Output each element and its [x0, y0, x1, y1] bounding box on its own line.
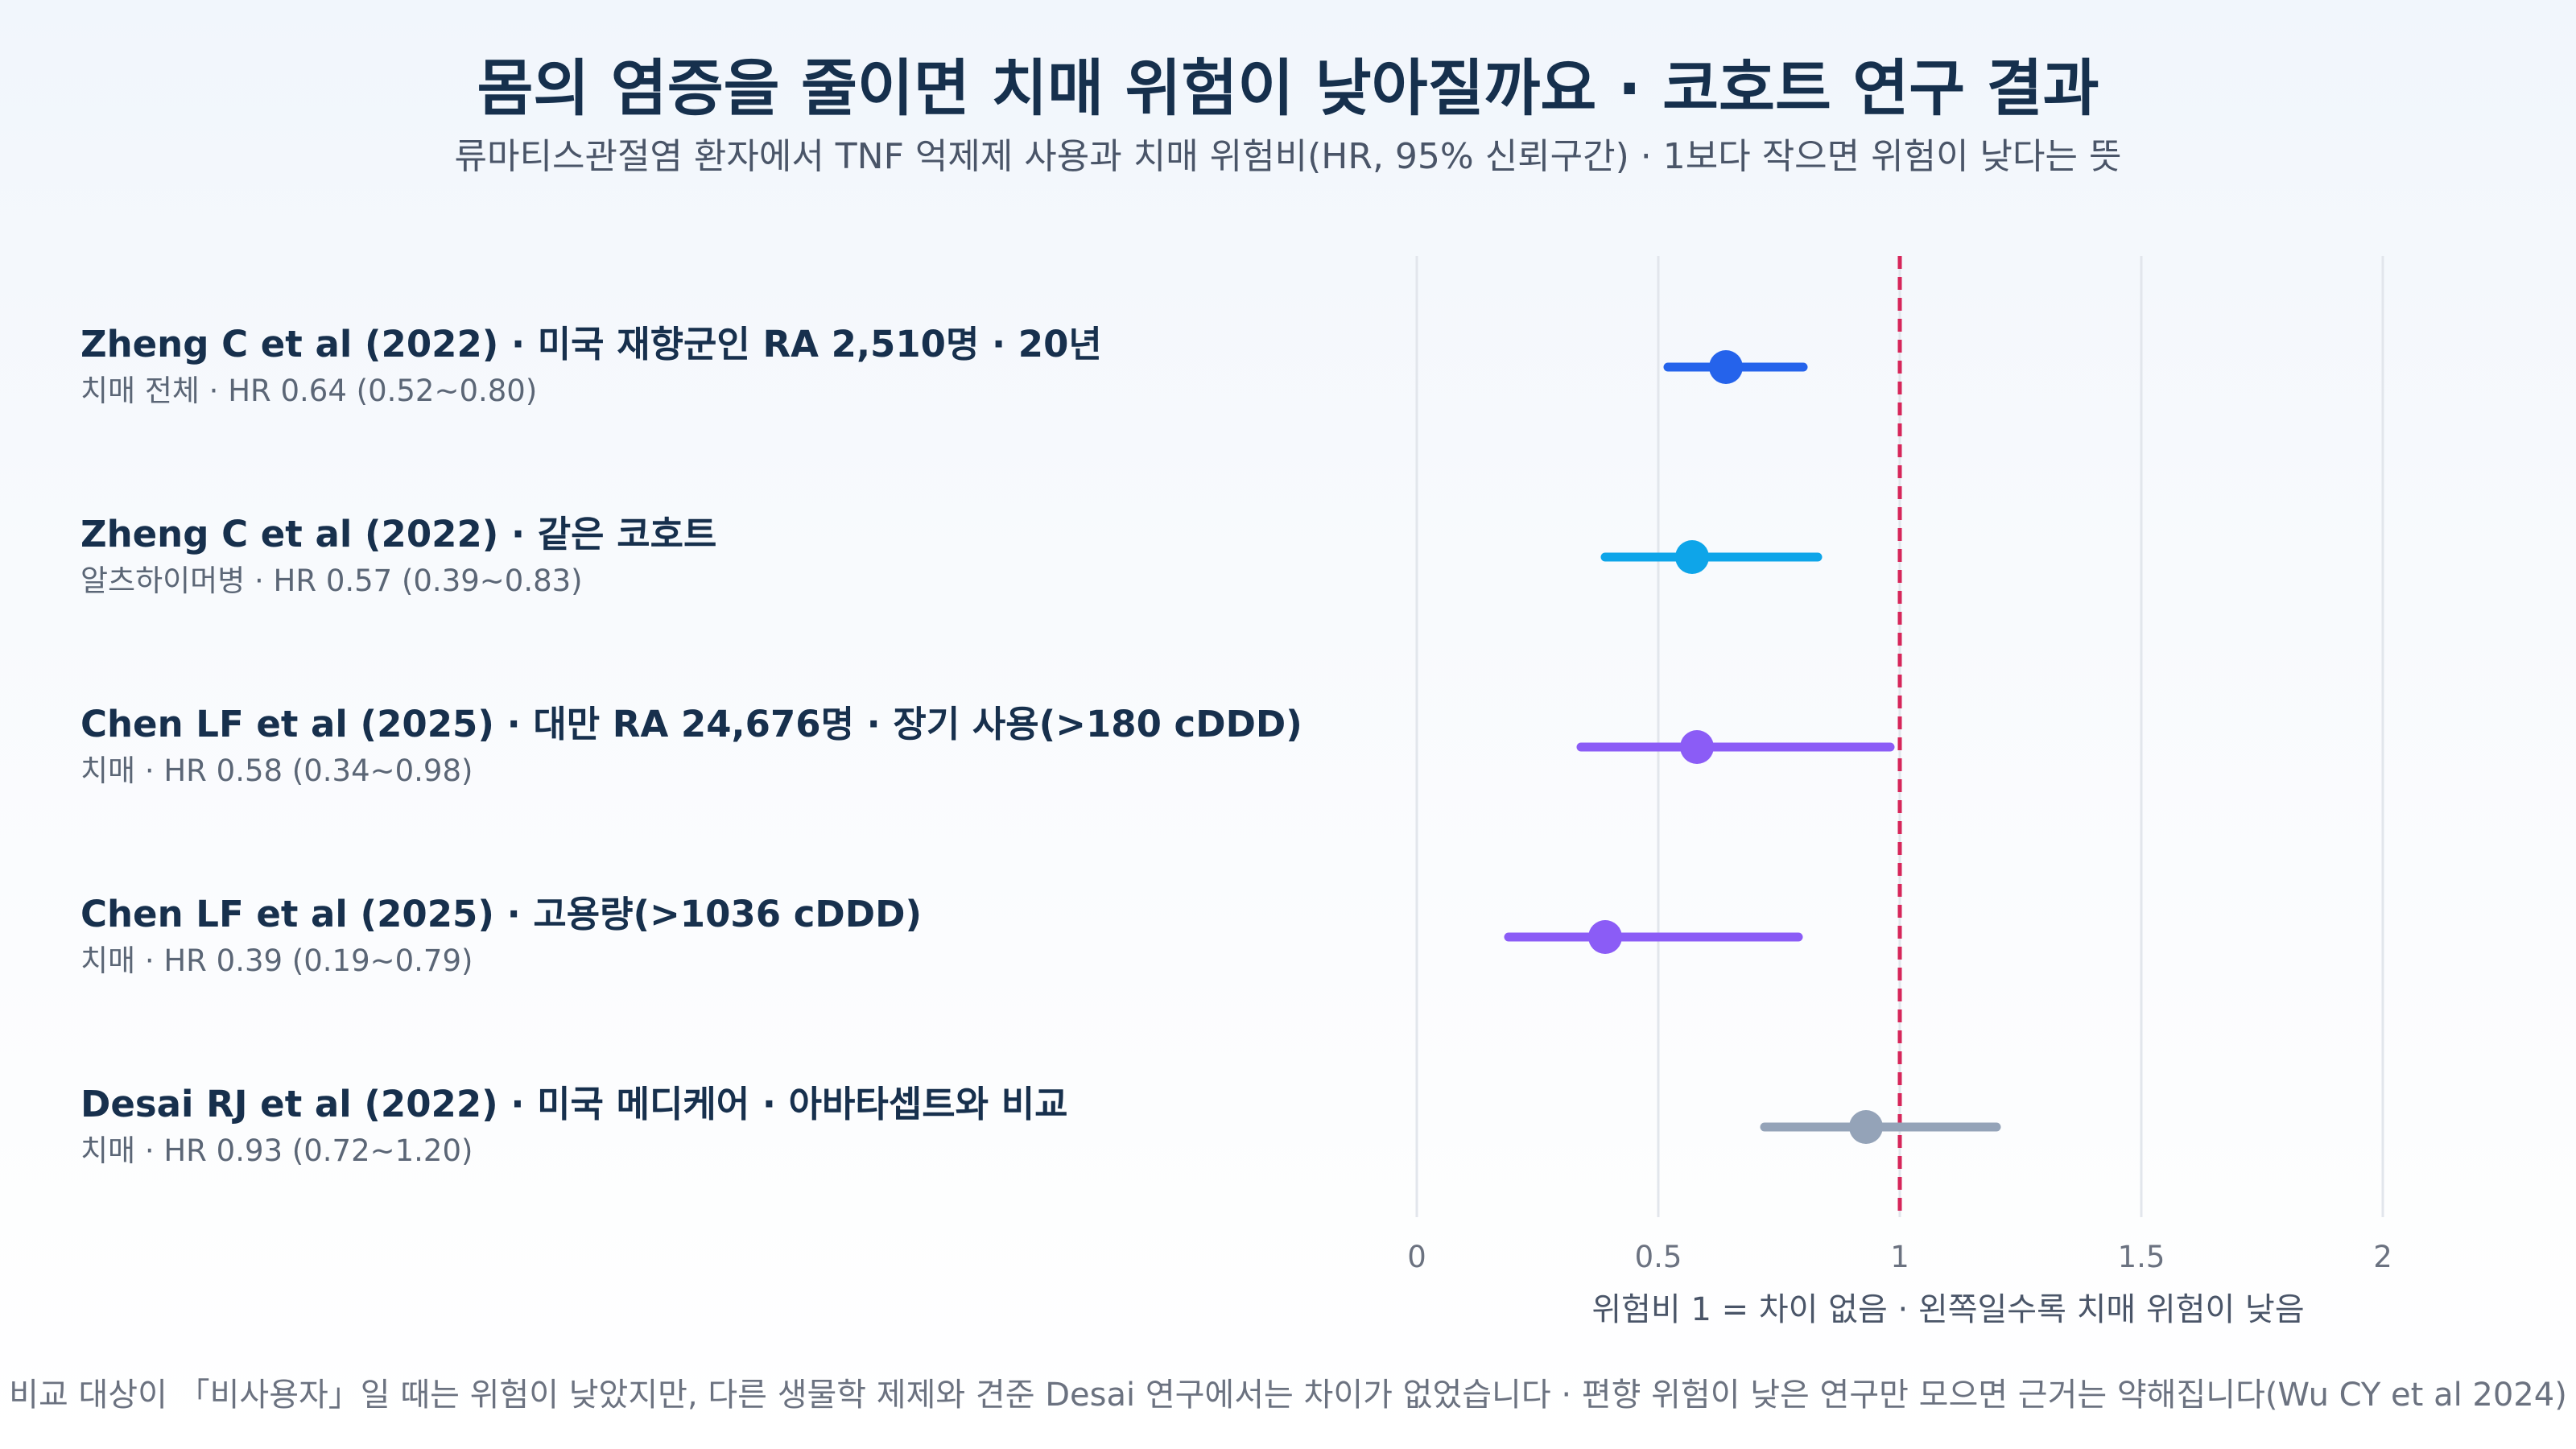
- hazard-ratio-point: [1849, 1110, 1883, 1144]
- study-sublabel: 치매 · HR 0.58 (0.34~0.98): [80, 753, 473, 788]
- study-label: Chen LF et al (2025) · 고용량(>1036 cDDD): [80, 893, 923, 935]
- x-axis-title: 위험비 1 = 차이 없음 · 왼쪽일수록 치매 위험이 낮음: [1591, 1291, 2304, 1328]
- study-row: Zheng C et al (2022) · 같은 코호트 알츠하이머병 · H…: [80, 510, 1368, 602]
- study-label: Zheng C et al (2022) · 미국 재향군인 RA 2,510명…: [80, 323, 1102, 365]
- x-tick-label: 1: [1890, 1240, 1909, 1274]
- study-label: Zheng C et al (2022) · 같은 코호트: [80, 513, 717, 555]
- study-sublabel: 알츠하이머병 · HR 0.57 (0.39~0.83): [80, 564, 583, 598]
- hazard-ratio-point: [1675, 540, 1709, 574]
- study-row: Chen LF et al (2025) · 고용량(>1036 cDDD) 치…: [80, 890, 1368, 982]
- x-tick-label: 0.5: [1635, 1240, 1682, 1274]
- hazard-ratio-point: [1680, 730, 1714, 764]
- page-subtitle: 류마티스관절염 환자에서 TNF 억제제 사용과 치매 위험비(HR, 95% …: [454, 136, 2122, 177]
- hazard-ratio-point: [1588, 920, 1622, 954]
- x-tick-label: 2: [2373, 1240, 2392, 1274]
- study-label-list: Zheng C et al (2022) · 미국 재향군인 RA 2,510명…: [80, 0, 1368, 1449]
- study-sublabel: 치매 · HR 0.39 (0.19~0.79): [80, 943, 473, 978]
- footnote: 비교 대상이 「비사용자」일 때는 위험이 낮았지만, 다른 생물학 제제와 견…: [9, 1377, 2567, 1414]
- study-label: Desai RJ et al (2022) · 미국 메디케어 · 아바타셉트와…: [80, 1083, 1068, 1125]
- study-row: Chen LF et al (2025) · 대만 RA 24,676명 · 장…: [80, 700, 1368, 792]
- x-tick-label: 0: [1407, 1240, 1426, 1274]
- page-title: 몸의 염증을 줄이면 치매 위험이 낮아질까요 · 코호트 연구 결과: [477, 52, 2099, 124]
- study-row: Zheng C et al (2022) · 미국 재향군인 RA 2,510명…: [80, 320, 1368, 412]
- study-sublabel: 치매 · HR 0.93 (0.72~1.20): [80, 1133, 473, 1168]
- study-sublabel: 치매 전체 · HR 0.64 (0.52~0.80): [80, 374, 538, 408]
- hazard-ratio-point: [1709, 350, 1743, 384]
- x-tick-label: 1.5: [2118, 1240, 2165, 1274]
- study-row: Desai RJ et al (2022) · 미국 메디케어 · 아바타셉트와…: [80, 1080, 1368, 1172]
- study-label: Chen LF et al (2025) · 대만 RA 24,676명 · 장…: [80, 703, 1302, 745]
